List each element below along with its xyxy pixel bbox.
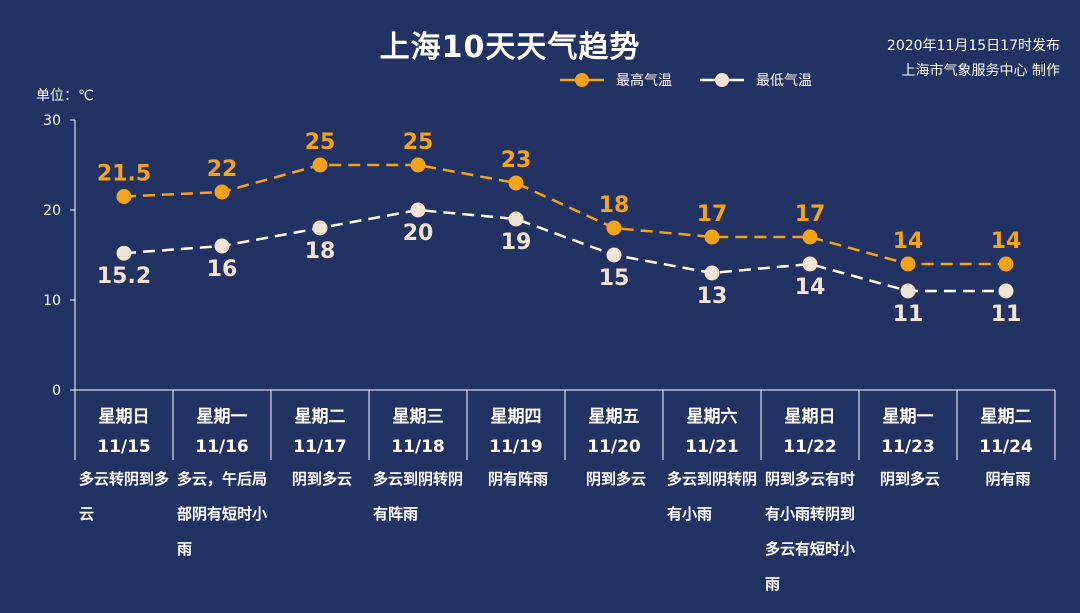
series-0-point-5 — [606, 220, 622, 236]
series-0-label-8: 14 — [893, 229, 924, 254]
legend-low-marker — [700, 73, 744, 87]
series-0-label-7: 17 — [795, 202, 826, 227]
series-0-label-4: 23 — [501, 148, 532, 173]
publisher: 上海市气象服务中心 制作 — [901, 63, 1060, 79]
legend-label-high: 最高气温 — [616, 73, 672, 89]
weather-desc-3: 多云到阴转阴有阵雨 — [373, 470, 464, 523]
series-1-point-4 — [508, 211, 524, 227]
series-0-label-3: 25 — [403, 130, 434, 155]
x-weekday-label-0: 星期日 — [99, 407, 150, 427]
series-1-label-3: 20 — [403, 221, 434, 246]
series-1-label-6: 13 — [697, 284, 728, 309]
weather-desc-7: 阴到多云有时有小雨转阴到多云有短时小雨 — [765, 470, 856, 593]
series-1-label-0: 15.2 — [97, 264, 151, 289]
series-0-point-1 — [214, 184, 230, 200]
series-1-point-0 — [116, 245, 132, 261]
series-0-label-5: 18 — [599, 193, 630, 218]
series-1-label-8: 11 — [893, 302, 924, 327]
x-date-label-5: 11/20 — [587, 437, 641, 457]
y-tick-label-3: 30 — [43, 113, 61, 129]
series-1-point-1 — [214, 238, 230, 254]
publish-time: 2020年11月15日17时发布 — [886, 38, 1060, 54]
series-1-label-7: 14 — [795, 275, 826, 300]
x-date-label-8: 11/23 — [881, 437, 935, 457]
series-0-point-0 — [116, 189, 132, 204]
legend-label-low: 最低气温 — [756, 73, 812, 89]
x-date-label-4: 11/19 — [489, 437, 543, 457]
series-0-point-3 — [410, 157, 426, 173]
series-0-point-6 — [704, 229, 720, 245]
series-0-point-9 — [998, 256, 1014, 272]
series-1-point-6 — [704, 265, 720, 281]
weather-desc-2: 阴到多云 — [291, 470, 352, 488]
series-0-point-8 — [900, 256, 916, 272]
y-tick-label-1: 10 — [43, 293, 61, 309]
weather-desc-9: 阴有雨 — [985, 470, 1031, 488]
series-line-0 — [123, 163, 1006, 266]
x-date-label-3: 11/18 — [391, 437, 445, 457]
series-1-point-2 — [312, 220, 328, 236]
series-1-label-2: 18 — [305, 239, 336, 264]
legend-high-marker — [560, 73, 604, 87]
x-weekday-label-5: 星期五 — [589, 407, 640, 427]
weather-desc-6: 多云到阴转阴有小雨 — [667, 470, 758, 523]
series-0-point-7 — [802, 229, 818, 245]
legend: 最高气温 最低气温 — [560, 70, 840, 90]
x-weekday-label-6: 星期六 — [687, 406, 738, 427]
x-date-label-6: 11/21 — [685, 437, 739, 457]
weather-desc-4: 阴有阵雨 — [487, 470, 548, 488]
series-1-point-8 — [900, 283, 916, 299]
series-1-point-9 — [998, 283, 1014, 299]
x-date-label-2: 11/17 — [293, 437, 347, 457]
weather-desc-8: 阴到多云 — [879, 470, 940, 488]
series-1-label-5: 15 — [599, 266, 630, 291]
x-date-label-1: 11/16 — [195, 437, 249, 457]
series-0-point-4 — [508, 175, 524, 191]
series-0-label-6: 17 — [697, 202, 728, 227]
weather-desc-0: 多云转阴到多云 — [79, 470, 170, 523]
series-1-label-9: 11 — [991, 302, 1022, 327]
series-0-label-2: 25 — [305, 130, 336, 155]
x-weekday-label-4: 星期四 — [491, 407, 542, 427]
y-tick-label-2: 20 — [43, 203, 61, 219]
x-date-label-9: 11/24 — [979, 437, 1033, 457]
x-weekday-label-7: 星期日 — [785, 407, 836, 427]
y-tick-label-0: 0 — [52, 383, 61, 399]
series-1-label-1: 16 — [207, 257, 238, 282]
series-1-point-3 — [410, 202, 426, 218]
legend-item-low[interactable]: 最低气温 — [700, 70, 812, 90]
x-date-label-7: 11/22 — [783, 437, 837, 457]
legend-item-high[interactable]: 最高气温 — [560, 70, 672, 90]
y-axis-unit: 单位：℃ — [36, 88, 94, 104]
weather-desc-1: 多云，午后局部阴有短时小雨 — [177, 470, 268, 558]
series-1-label-4: 19 — [501, 230, 532, 255]
series-1-point-7 — [802, 256, 818, 272]
x-weekday-label-2: 星期二 — [295, 407, 346, 427]
x-weekday-label-1: 星期一 — [197, 407, 248, 427]
x-weekday-label-8: 星期一 — [883, 407, 934, 427]
series-0-label-1: 22 — [207, 157, 238, 182]
chart-title: 上海10天天气趋势 — [379, 30, 641, 65]
x-weekday-label-3: 星期三 — [393, 407, 444, 427]
series-line-1 — [123, 208, 1006, 293]
weather-desc-5: 阴到多云 — [585, 470, 646, 488]
series-0-label-9: 14 — [991, 229, 1022, 254]
series-0-point-2 — [312, 157, 328, 173]
x-date-label-0: 11/15 — [97, 437, 151, 457]
x-weekday-label-9: 星期二 — [981, 407, 1032, 427]
series-1-point-5 — [606, 247, 622, 263]
publish-info: 2020年11月15日17时发布 上海市气象服务中心 制作 — [887, 34, 1060, 84]
series-0-label-0: 21.5 — [97, 162, 151, 187]
